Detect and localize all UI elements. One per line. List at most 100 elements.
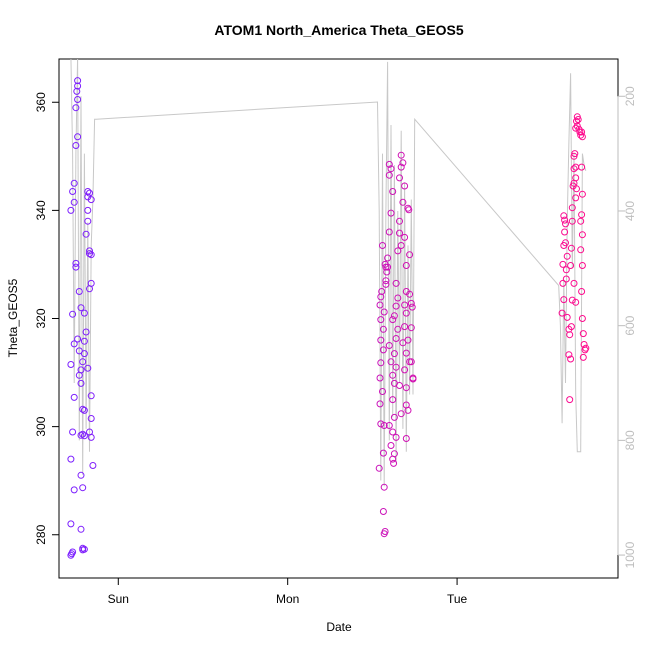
plot-area bbox=[58, 58, 619, 579]
y-tick-label: 340 bbox=[34, 200, 48, 220]
theta-point bbox=[70, 393, 78, 401]
theta-point bbox=[379, 508, 387, 515]
theta-point bbox=[396, 217, 403, 225]
theta-point bbox=[397, 410, 405, 418]
y2-tick-label: 1000 bbox=[623, 541, 637, 568]
theta-point bbox=[79, 544, 87, 552]
theta-point bbox=[86, 250, 93, 258]
theta-point bbox=[572, 124, 580, 132]
theta-point bbox=[79, 430, 87, 438]
theta-point bbox=[570, 165, 578, 173]
y2-tick-label: 200 bbox=[623, 86, 637, 106]
theta-point bbox=[79, 484, 87, 492]
theta-point bbox=[79, 405, 87, 413]
theta-point bbox=[387, 358, 395, 366]
theta-point bbox=[572, 194, 580, 202]
theta-point bbox=[562, 220, 569, 228]
theta-point bbox=[385, 342, 393, 349]
theta-point bbox=[404, 336, 412, 344]
theta-point bbox=[560, 296, 568, 304]
theta-point bbox=[69, 548, 77, 556]
theta-point bbox=[392, 363, 400, 371]
theta-point bbox=[573, 185, 580, 193]
theta-point bbox=[77, 379, 85, 387]
theta-point bbox=[407, 324, 415, 332]
y-tick-label: 280 bbox=[34, 524, 48, 544]
y2-tick-label: 800 bbox=[623, 430, 637, 450]
theta-point bbox=[578, 133, 586, 141]
theta-point bbox=[408, 303, 416, 311]
theta-point bbox=[75, 371, 83, 379]
theta-point bbox=[396, 174, 403, 182]
theta-point bbox=[73, 87, 81, 95]
theta-point bbox=[401, 366, 409, 374]
theta-point bbox=[402, 309, 410, 317]
theta-point bbox=[389, 396, 397, 404]
theta-point bbox=[566, 396, 574, 404]
theta-point bbox=[394, 294, 402, 302]
theta-point bbox=[401, 301, 409, 309]
theta-point bbox=[397, 242, 405, 249]
theta-point bbox=[80, 350, 88, 358]
theta-point bbox=[82, 328, 90, 336]
theta-point bbox=[77, 304, 85, 312]
theta-point bbox=[379, 346, 387, 354]
theta-point bbox=[402, 349, 410, 357]
theta-point bbox=[384, 263, 392, 271]
theta-point bbox=[577, 217, 585, 225]
theta-points-layer bbox=[67, 77, 590, 559]
theta-point bbox=[578, 315, 586, 322]
theta-point bbox=[572, 174, 580, 182]
theta-point bbox=[390, 350, 398, 358]
theta-point bbox=[582, 344, 590, 352]
theta-point bbox=[67, 455, 75, 463]
theta-point bbox=[567, 262, 575, 269]
theta-point bbox=[578, 163, 586, 171]
theta-point bbox=[577, 131, 585, 139]
theta-point bbox=[567, 244, 575, 252]
theta-point bbox=[89, 462, 97, 469]
theta-point bbox=[392, 302, 400, 310]
theta-point bbox=[559, 279, 567, 287]
theta-point bbox=[385, 228, 393, 236]
y2-tick-label: 600 bbox=[623, 315, 637, 335]
theta-point bbox=[389, 371, 397, 379]
theta-point bbox=[562, 266, 570, 274]
x-tick-label: Mon bbox=[276, 592, 299, 606]
x-axis-label: Date bbox=[326, 620, 352, 634]
theta-point bbox=[87, 251, 95, 259]
theta-point bbox=[409, 375, 417, 383]
theta-point bbox=[72, 259, 80, 267]
theta-point bbox=[67, 206, 75, 214]
theta-point bbox=[376, 400, 384, 408]
theta-point bbox=[578, 190, 586, 198]
theta-point bbox=[406, 251, 414, 259]
theta-point bbox=[389, 188, 397, 195]
theta-point bbox=[558, 309, 566, 317]
theta-point bbox=[384, 254, 392, 262]
theta-point bbox=[80, 545, 88, 553]
theta-point bbox=[383, 268, 391, 276]
axes-layer: 280 300 320 340 360 Sun Mon Tue 200 400 600 800 1000 bbox=[34, 86, 637, 606]
y-tick-label: 300 bbox=[34, 416, 48, 436]
theta-point bbox=[390, 312, 398, 320]
theta-point bbox=[86, 285, 93, 293]
theta-point bbox=[389, 316, 397, 324]
theta-point bbox=[376, 301, 384, 309]
x-tick-label: Tue bbox=[447, 592, 468, 606]
theta-point bbox=[74, 335, 82, 343]
theta-point bbox=[394, 247, 402, 255]
theta-point bbox=[376, 374, 384, 382]
theta-point bbox=[407, 299, 415, 307]
theta-point bbox=[390, 459, 398, 467]
theta-point bbox=[568, 204, 576, 212]
y-tick-label: 360 bbox=[34, 92, 48, 112]
theta-point bbox=[402, 262, 410, 269]
theta-point bbox=[69, 188, 77, 195]
theta-point bbox=[390, 450, 398, 458]
theta-point bbox=[387, 442, 395, 449]
theta-point bbox=[77, 525, 85, 533]
theta-point bbox=[562, 239, 569, 247]
theta-point bbox=[387, 165, 395, 173]
